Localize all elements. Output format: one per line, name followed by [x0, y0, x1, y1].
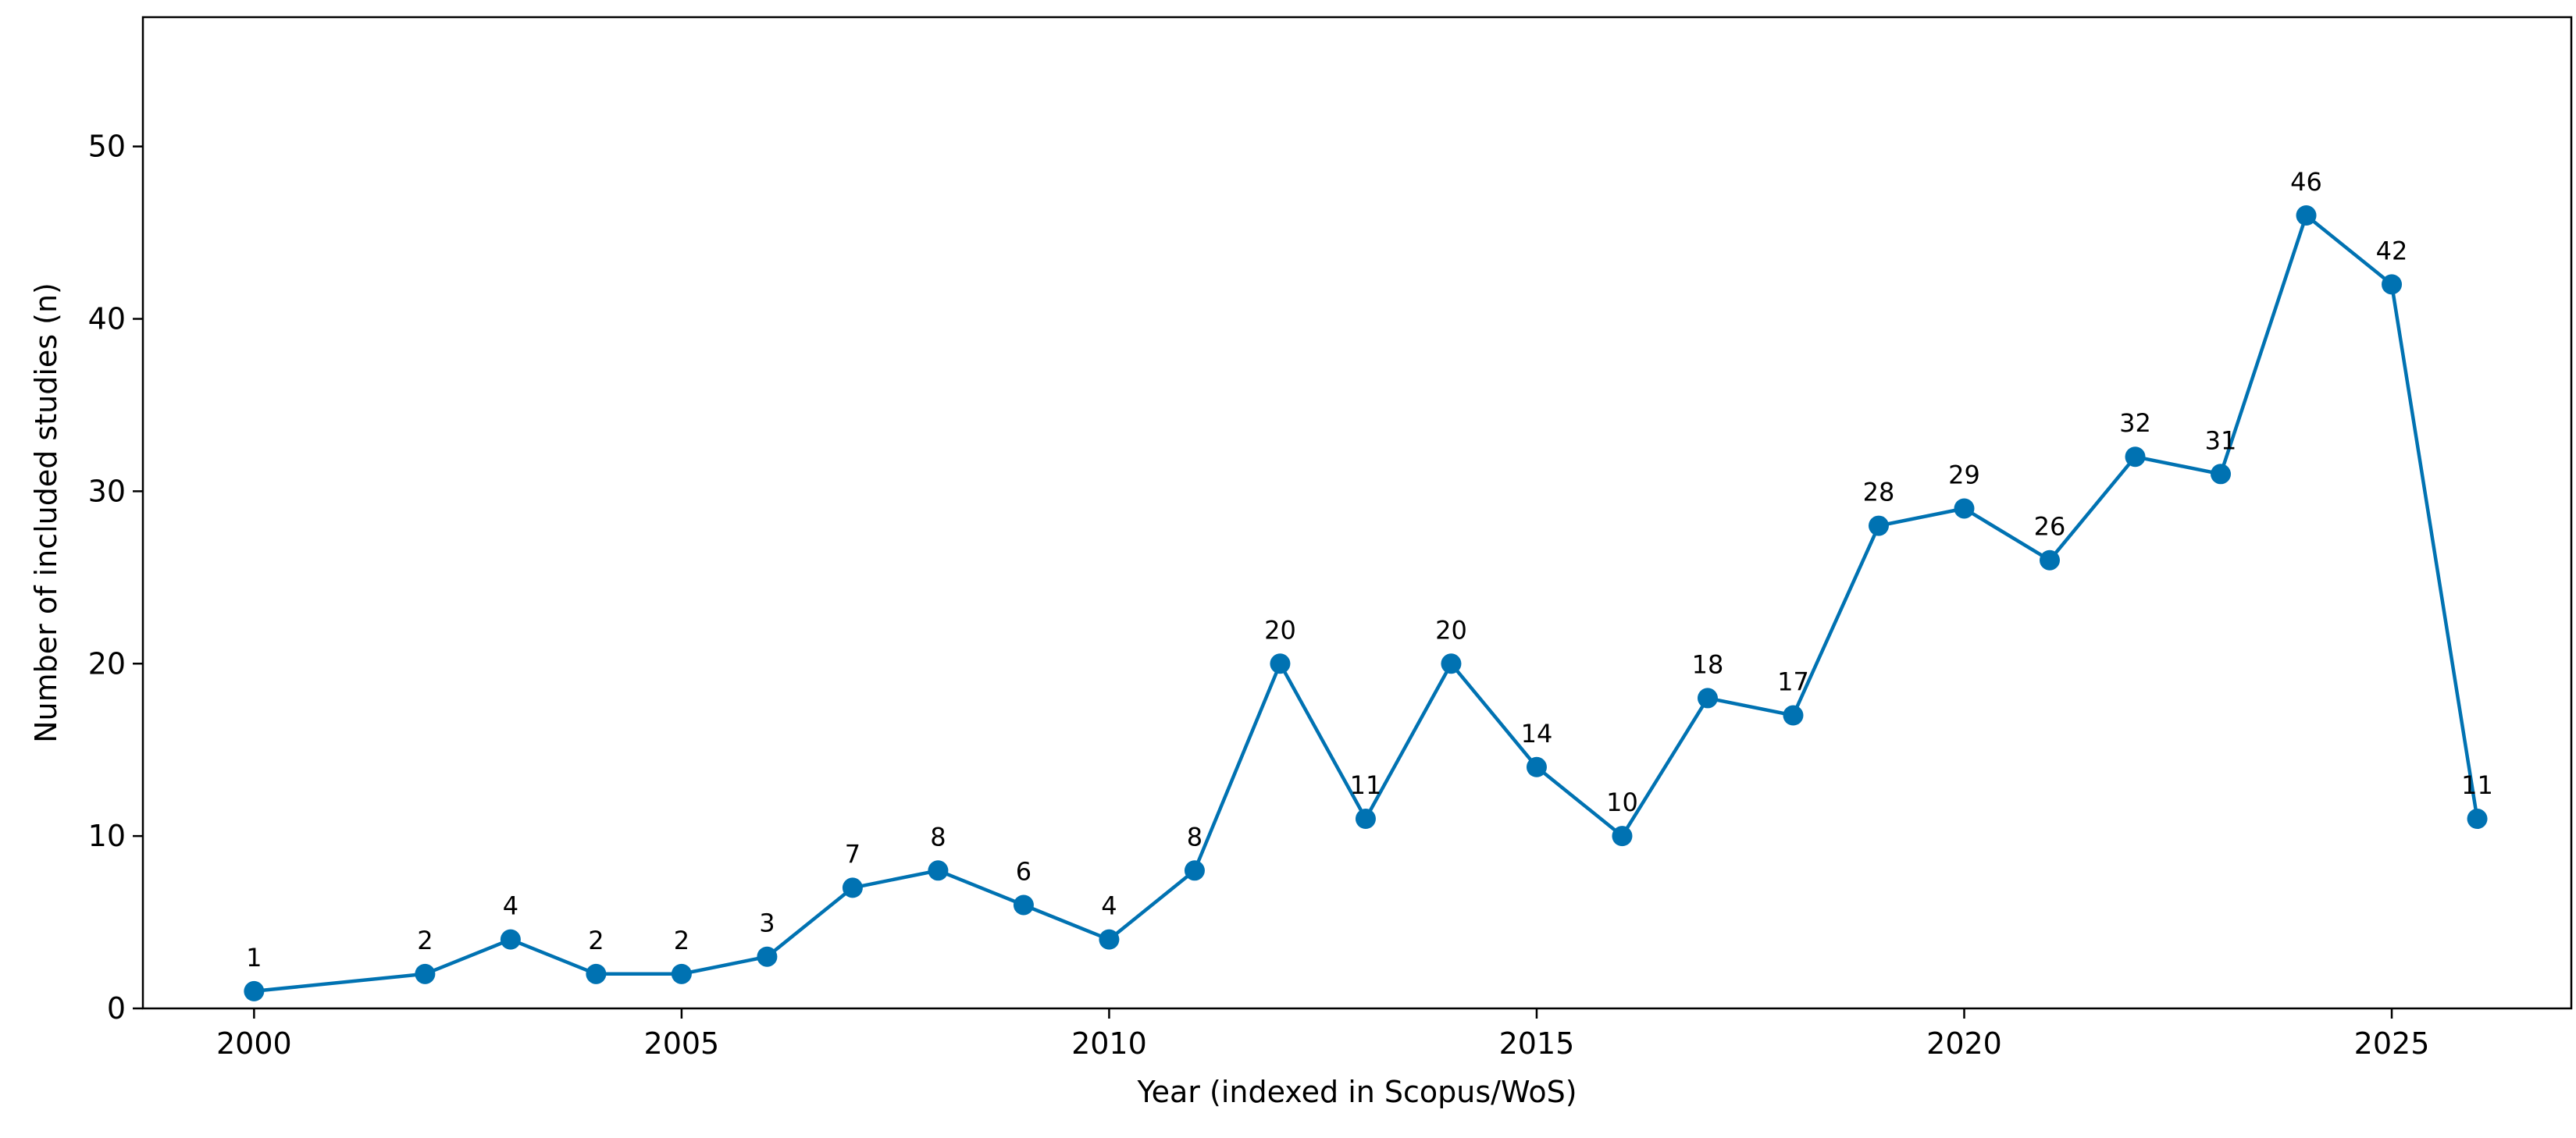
data-label: 8 — [1187, 822, 1202, 852]
data-label: 2 — [588, 926, 604, 955]
data-point — [842, 877, 863, 898]
data-point — [2467, 809, 2488, 830]
data-point — [1184, 860, 1205, 881]
data-label: 42 — [2376, 236, 2408, 265]
data-point — [2040, 549, 2061, 571]
data-point — [1783, 705, 1804, 726]
data-label: 11 — [1350, 770, 1382, 800]
plot-area-frame — [141, 16, 2573, 1010]
y-tick-label: 50 — [88, 130, 126, 164]
data-point — [2211, 464, 2232, 485]
y-tick-label: 20 — [88, 646, 126, 681]
data-point — [1868, 515, 1889, 536]
y-axis: 0 10 20 30 40 50 — [88, 130, 143, 1026]
x-tick-label: 2025 — [2354, 1026, 2430, 1061]
data-label: 11 — [2461, 770, 2493, 800]
data-label: 1 — [246, 943, 262, 973]
data-point — [1954, 498, 1975, 519]
data-point — [1526, 756, 1547, 777]
data-point — [2382, 274, 2403, 295]
data-point — [2125, 446, 2146, 468]
data-label: 20 — [1264, 615, 1296, 645]
data-label: 14 — [1521, 719, 1553, 749]
data-point — [928, 860, 949, 881]
x-tick-label: 2015 — [1499, 1026, 1575, 1061]
data-label: 7 — [845, 839, 860, 869]
data-point — [586, 963, 607, 984]
data-point — [1441, 653, 1462, 674]
data-label: 26 — [2034, 512, 2066, 542]
data-point — [500, 929, 521, 950]
data-point — [1355, 809, 1376, 830]
y-tick-label: 0 — [107, 991, 126, 1026]
data-label: 28 — [1863, 478, 1895, 507]
x-axis: 2000 2005 2010 2015 2020 2025 — [216, 1008, 2429, 1061]
data-point — [1013, 894, 1034, 916]
data-label: 17 — [1777, 667, 1809, 697]
data-label: 32 — [2119, 408, 2151, 438]
data-label: 2 — [674, 926, 689, 955]
y-axis-label: Number of included studies (n) — [29, 283, 63, 743]
data-label: 8 — [930, 822, 946, 852]
data-label: 10 — [1606, 788, 1638, 817]
x-tick-label: 2000 — [216, 1026, 292, 1061]
data-point — [244, 980, 265, 1001]
data-point — [415, 963, 436, 984]
x-tick-label: 2020 — [1926, 1026, 2002, 1061]
data-label: 18 — [1692, 649, 1724, 679]
data-label: 4 — [503, 891, 518, 921]
data-label: 6 — [1016, 856, 1031, 886]
data-label: 3 — [759, 909, 775, 938]
data-label: 20 — [1435, 615, 1467, 645]
data-point — [671, 963, 692, 984]
data-point — [1697, 688, 1718, 709]
data-label: 46 — [2290, 167, 2322, 197]
data-point — [1612, 826, 1633, 847]
y-tick-label: 30 — [88, 474, 126, 508]
data-point — [757, 946, 778, 967]
data-label: 31 — [2205, 425, 2237, 455]
series-line — [254, 213, 2479, 994]
x-tick-label: 2010 — [1071, 1026, 1147, 1061]
data-point — [1099, 929, 1120, 950]
x-tick-label: 2005 — [644, 1026, 720, 1061]
y-tick-label: 10 — [88, 819, 126, 853]
data-label: 29 — [1948, 460, 1980, 489]
data-point — [2296, 205, 2317, 226]
y-tick-label: 40 — [88, 302, 126, 336]
data-label: 4 — [1101, 891, 1117, 921]
series-layer — [244, 205, 2488, 1001]
data-point — [1270, 653, 1291, 674]
data-label: 2 — [417, 926, 433, 955]
x-axis-label: Year (indexed in Scopus/WoS) — [1136, 1075, 1577, 1109]
